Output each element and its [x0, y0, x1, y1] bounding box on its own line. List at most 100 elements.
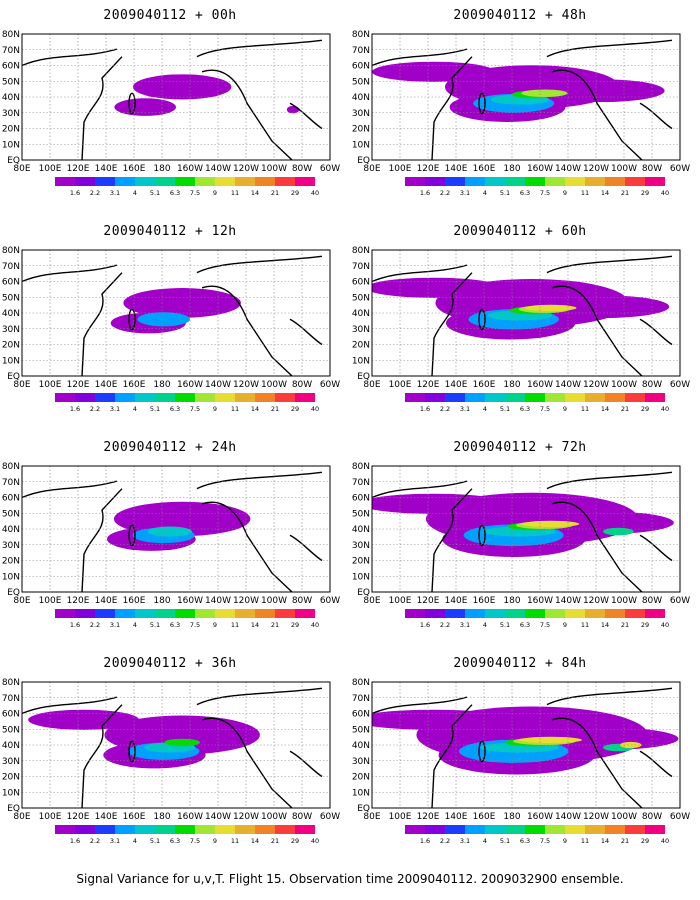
colorbar-label: 9	[563, 405, 567, 413]
graticule	[372, 466, 680, 592]
colorbar-label: 3.1	[460, 405, 470, 413]
colorbar-label: 14	[601, 837, 609, 845]
colorbar: 1.6 2.2 3.1 4 5.1 6.3 7.5 9 11 14 21 29 40	[55, 609, 319, 629]
colorbar-label: 1.6	[70, 837, 80, 845]
lat-label: 40N	[2, 741, 20, 751]
lon-label: 120W	[583, 596, 609, 606]
colorbar-swatch	[275, 393, 295, 402]
colorbar-swatch	[485, 609, 505, 618]
colorbar-swatch	[625, 177, 645, 186]
colorbar-swatch	[465, 609, 485, 618]
colorbar-label: 21	[621, 837, 629, 845]
figure-caption: Signal Variance for u,v,T. Flight 15. Ob…	[76, 872, 624, 886]
colorbar-label: 2.2	[90, 189, 100, 197]
lat-label: 30N	[2, 109, 20, 119]
graticule	[372, 682, 680, 808]
colorbar-label: 5.1	[500, 837, 510, 845]
lat-label: 20N	[2, 341, 20, 351]
colorbar-swatch	[195, 393, 215, 402]
lon-label: 120W	[583, 380, 609, 390]
panel-title: 2009040112 + 24h	[103, 440, 237, 455]
colorbar: 1.6 2.2 3.1 4 5.1 6.3 7.5 9 11 14 21 29 40	[405, 609, 669, 629]
colorbar-label: 6.3	[520, 837, 530, 845]
lon-label: 160E	[473, 812, 496, 822]
lat-label: 20N	[352, 773, 370, 783]
lat-label: 70N	[2, 694, 20, 704]
colorbar-swatch	[115, 609, 135, 618]
coastlines	[372, 471, 673, 592]
colorbar-swatch	[605, 393, 625, 402]
colorbar-label: 21	[271, 837, 279, 845]
colorbar-label: 1.6	[70, 405, 80, 413]
lon-label: 180	[153, 380, 170, 390]
lon-label: 180	[503, 812, 520, 822]
lon-label: 180	[503, 164, 520, 174]
colorbar-swatch	[75, 177, 95, 186]
lon-label: 140E	[445, 380, 468, 390]
variance-field	[372, 492, 674, 557]
colorbar-label: 29	[291, 405, 299, 413]
lat-label: 30N	[2, 541, 20, 551]
lat-label: 30N	[352, 541, 370, 551]
colorbar-swatch	[445, 393, 465, 402]
lat-label: 70N	[2, 478, 20, 488]
colorbar-label: 6.3	[520, 621, 530, 629]
lon-label: 160E	[123, 380, 146, 390]
lon-label: 160E	[473, 380, 496, 390]
map-panel-p24: 2009040112 + 24h 80N 70N 60N 50N 40N 30N 20N 10N…	[0, 440, 340, 650]
lon-label: 120E	[67, 164, 90, 174]
lat-label: 20N	[2, 773, 20, 783]
lon-label: 140W	[205, 380, 231, 390]
lon-label: 80E	[363, 164, 380, 174]
colorbar-label: 3.1	[460, 621, 470, 629]
lon-label: 140E	[95, 812, 118, 822]
colorbar-swatch	[215, 393, 235, 402]
colorbar-swatch	[215, 825, 235, 834]
lat-label: 10N	[2, 140, 20, 150]
lat-label: 60N	[352, 494, 370, 504]
lat-label: 20N	[352, 557, 370, 567]
colorbar-swatch	[195, 609, 215, 618]
lon-label: 120E	[417, 164, 440, 174]
colorbar-swatch	[565, 609, 585, 618]
colorbar-swatch	[605, 609, 625, 618]
colorbar-swatch	[55, 177, 75, 186]
lat-label: 50N	[2, 293, 20, 303]
lon-label: 100E	[389, 164, 412, 174]
lon-label: 120W	[233, 380, 259, 390]
colorbar-label: 1.6	[420, 837, 430, 845]
colorbar-label: 9	[563, 837, 567, 845]
lon-label: 160E	[473, 596, 496, 606]
colorbar-swatch	[95, 177, 115, 186]
lat-label: 30N	[352, 109, 370, 119]
lat-label: 50N	[2, 725, 20, 735]
colorbar-swatch	[275, 609, 295, 618]
lon-label: 100E	[389, 596, 412, 606]
lon-label: 60W	[320, 596, 340, 606]
lat-label: 40N	[2, 309, 20, 319]
colorbar-swatch	[175, 825, 195, 834]
colorbar-swatch	[425, 825, 445, 834]
lat-label: 20N	[2, 125, 20, 135]
coastlines	[22, 471, 323, 592]
lon-label: 160W	[177, 812, 203, 822]
lon-label: 140W	[205, 596, 231, 606]
colorbar-swatch	[645, 177, 665, 186]
lat-label: 20N	[352, 125, 370, 135]
map-panel-p72: 2009040112 + 72h 80N 70N 60N 50N 40N 30N 20N 10N…	[350, 440, 690, 650]
colorbar-label: 21	[271, 621, 279, 629]
colorbar-swatch	[585, 825, 605, 834]
lon-label: 80W	[292, 596, 312, 606]
graticule	[372, 34, 680, 160]
lat-label: EQ	[7, 588, 20, 598]
colorbar-swatch	[545, 177, 565, 186]
colorbar-swatch	[445, 825, 465, 834]
lat-label: 60N	[352, 278, 370, 288]
lon-label: 80E	[363, 380, 380, 390]
lat-label: 20N	[352, 341, 370, 351]
lon-label: 160E	[123, 596, 146, 606]
colorbar-swatch	[115, 825, 135, 834]
lat-label: 10N	[352, 140, 370, 150]
